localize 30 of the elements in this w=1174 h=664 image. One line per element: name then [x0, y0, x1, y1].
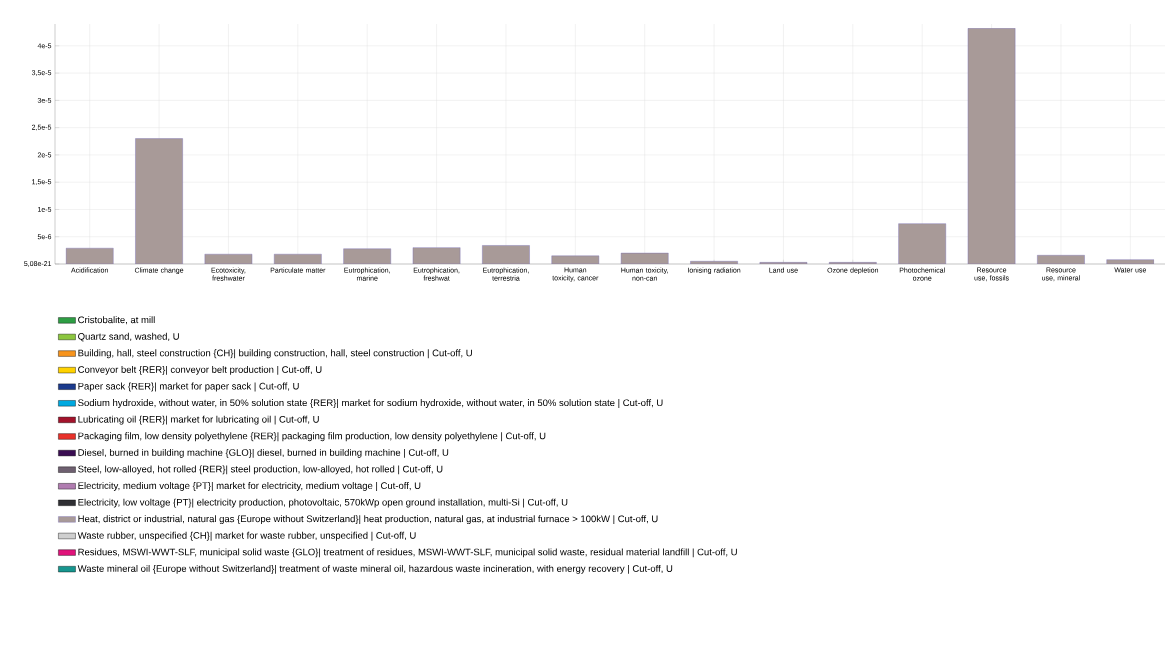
legend-label: Paper sack {RER}| market for paper sack | Cut-off, U: [78, 382, 299, 392]
legend-label: Quartz sand, washed, U: [78, 332, 179, 342]
legend-label: Electricity, medium voltage {PT}| market for electricity, medium voltage | Cut-off, U: [78, 482, 421, 491]
legend-label: Diesel, burned in building machine {GLO}| diesel, burned in building machine | Cut-off, U: [78, 448, 449, 458]
legend-label: Waste rubber, unspecified {CH}| market for waste rubber, unspecified | Cut-off, U: [77, 531, 416, 541]
legend-label: Electricity, low voltage {PT}| electricity production, photovoltaic, 570kWp open ground installation, multi-Si | Cut-off, U: [78, 498, 568, 508]
bar: [1037, 255, 1085, 265]
bar: [1106, 259, 1155, 265]
bar: [967, 28, 1016, 265]
bar: [620, 252, 669, 265]
bar: [135, 138, 183, 265]
legend-label: Cristobalite, at mill: [78, 316, 155, 325]
legend-label: Waste mineral oil {Europe without Switzerland}| treatment of waste mineral oil, hazardous waste incineration, with energy recovery | Cut-off, U: [77, 564, 673, 574]
bar: [551, 255, 600, 265]
bar: [412, 247, 461, 265]
bar: [343, 248, 391, 265]
legend-label: Heat, district or industrial, natural gas {Europe without Switzerland}| heat production, natural gas, at industrial furnace > 100kW | Cut-off, U: [78, 515, 658, 525]
bar: [898, 223, 946, 265]
bar: [65, 247, 114, 265]
bar: [274, 253, 322, 265]
legend-label: Conveyor belt {RER}| conveyor belt production | Cut-off, U: [78, 365, 322, 375]
legend-label: Building, hall, steel construction {CH}| building construction, hall, steel construction | Cut-off, U: [78, 349, 472, 359]
legend-label: Packaging film, low density polyethylene {RER}| packaging film production, low density polyethylene | Cut-off, U: [78, 432, 546, 442]
bar: [204, 253, 253, 265]
legend-label: Steel, low-alloyed, hot rolled {RER}| steel production, low-alloyed, hot rolled | Cut-off, U: [78, 465, 443, 475]
legend-label: Lubricating oil {RER}| market for lubricating oil | Cut-off, U: [78, 415, 319, 425]
legend-label: Sodium hydroxide, without water, in 50% solution state {RER}| market for sodium hydroxide, without water, in 50% solution state | Cut-off, U: [78, 399, 663, 409]
legend-label: Residues, MSWI-WWT-SLF, municipal solid waste {GLO}| treatment of residues, MSWI-WWT-SLF, municipal solid waste, residual material landfill | Cut-off, U: [78, 548, 737, 558]
bar: [482, 245, 530, 265]
bar: [690, 261, 738, 265]
